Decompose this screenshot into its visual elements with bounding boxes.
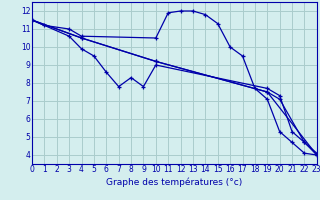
X-axis label: Graphe des températures (°c): Graphe des températures (°c) [106,177,243,187]
